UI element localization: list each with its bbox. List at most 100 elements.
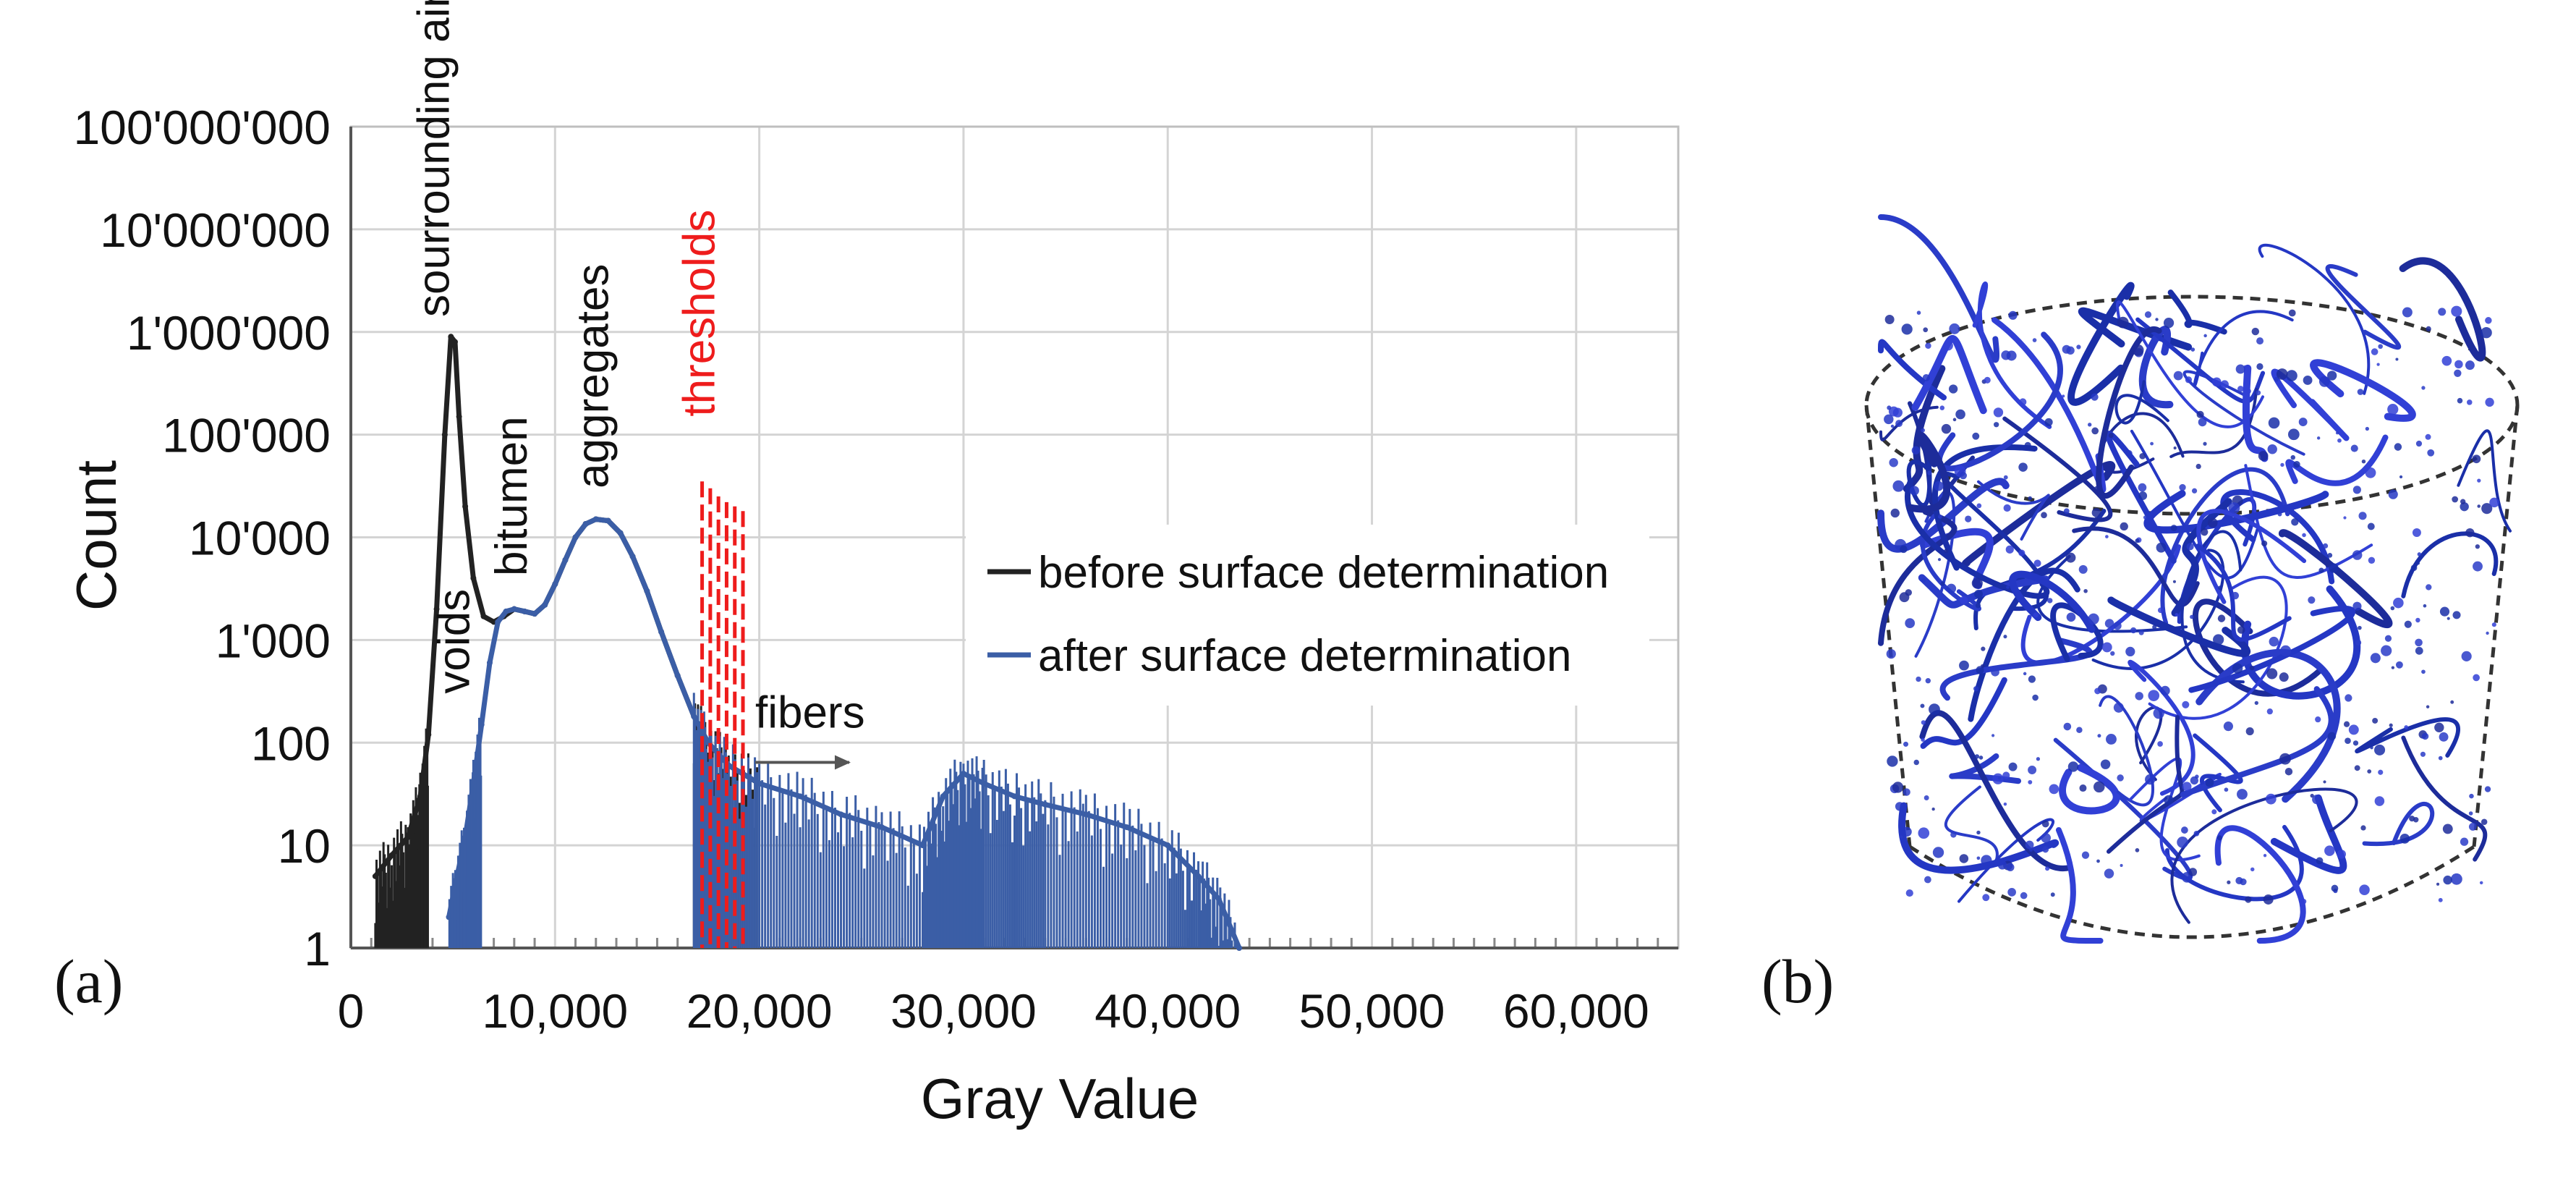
particle [2019,398,2027,406]
fiber-strand [2129,757,2201,862]
series-point [838,811,844,818]
particle [2266,668,2278,680]
legend-entry: before surface determination [1038,548,1609,598]
particle [2045,866,2050,871]
particle [2276,368,2288,380]
particle [2041,512,2047,519]
fiber-strand [1961,461,2116,567]
particle [1991,734,1995,737]
particle [1955,409,1965,420]
particle [2032,338,2037,342]
particle [2002,771,2010,779]
particle [2062,344,2071,354]
particle [1920,703,1925,708]
particle [2025,840,2034,850]
particle [2130,627,2137,634]
annotation-label: fibers [755,688,865,738]
particle [2203,334,2207,338]
particle [2481,818,2488,826]
particle [2245,389,2251,394]
annotation-label: thresholds [675,210,725,417]
particle [2132,344,2144,356]
fiber-strand [2067,282,2135,406]
particle [1911,446,1920,454]
fiber-strand [2401,735,2488,862]
particle [2203,441,2207,446]
particle [2217,835,2222,841]
particle [2393,597,2404,609]
particle [2376,363,2380,366]
particle [2312,795,2322,805]
particle [2468,811,2473,816]
particle [2381,645,2392,656]
particle [1949,323,1960,334]
fiber-strand [2457,429,2512,533]
particle [1974,754,1980,759]
particle [2308,596,2316,604]
particle [2280,645,2292,656]
series-point [552,581,558,588]
particle [2028,766,2037,774]
legend: before surface determination after surfac… [966,525,1649,706]
particle [1959,854,1969,863]
particle [2394,443,2402,451]
particle [1888,406,1899,417]
particle [2327,553,2333,558]
particle [2150,441,2154,446]
particle [1924,876,1931,884]
particle [2266,708,2273,715]
particle [2425,433,2431,440]
particle [2361,459,2366,464]
particle [2211,809,2217,815]
particle [2164,795,2174,805]
particle [1984,376,1991,384]
y-tick-label: 10 [278,819,331,873]
particle [2367,522,2375,530]
particle [2323,780,2326,784]
particle [2277,512,2282,517]
particle [2237,386,2244,392]
particle [2415,638,2423,647]
particle [2024,441,2031,449]
fiber-strand [2107,596,2251,657]
threshold-lines [700,481,745,948]
particle [2269,636,2279,647]
particle [2138,483,2147,492]
particle [2091,393,2099,401]
y-tick-label: 1'000 [216,614,331,667]
particle [2008,762,2018,771]
particle [2113,622,2122,630]
particle [2258,451,2269,461]
particle [1997,860,2007,870]
particle [2110,651,2115,656]
particle [2388,489,2398,499]
particle [2439,732,2449,742]
particle [2263,854,2267,858]
particle [2191,488,2198,494]
particle [2460,837,2469,846]
particle [1921,428,1926,433]
particle [2220,380,2229,389]
annotation-label: sourrounding air [409,0,459,317]
particle [2143,515,2148,520]
particle [2475,544,2480,549]
particle [2018,549,2025,556]
fiber-strand [2072,526,2200,607]
particle [1974,589,1983,598]
particle [2473,561,2483,572]
series-point [940,793,946,800]
particle [2250,867,2255,872]
particle [1929,703,1940,716]
series-point [582,521,589,528]
particle [2337,850,2347,859]
x-axis-label: Gray Value [921,1067,1199,1130]
particle [1946,583,1957,593]
particle [1981,855,1992,866]
axes: 1 10 100 1'000 10'000 100'000 1'000'000 10'000'… [73,101,1680,1038]
particle [1884,315,1895,324]
particle [1997,776,2002,780]
particle [2335,431,2339,435]
particle [2117,774,2124,782]
series-point [521,608,527,614]
